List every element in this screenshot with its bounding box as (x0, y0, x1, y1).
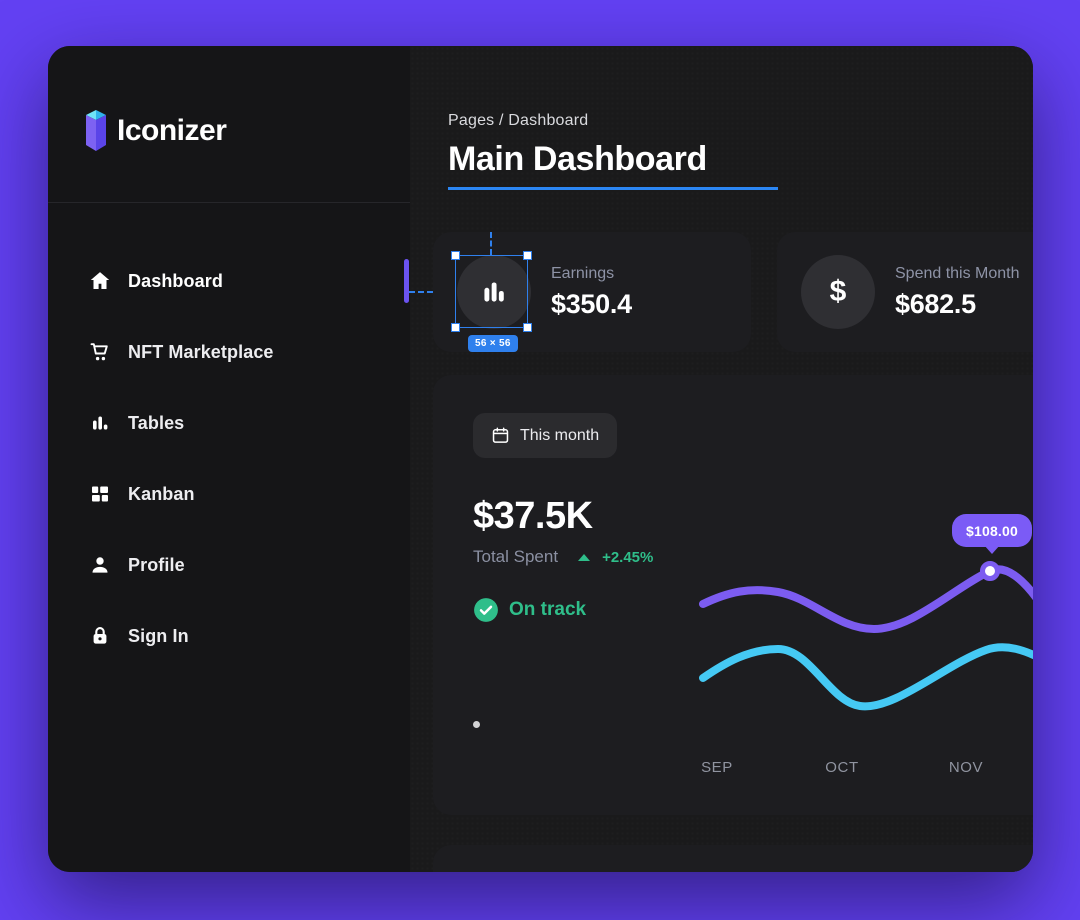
logo-text: Iconizer (117, 114, 227, 147)
dollar-icon: $ (829, 275, 847, 308)
page-title: Main Dashboard (448, 140, 707, 178)
home-icon (88, 269, 112, 293)
sidebar-divider (48, 202, 410, 203)
sidebar-item-profile[interactable]: Profile (48, 541, 410, 589)
line-chart (699, 561, 1033, 711)
status-badge: On track (509, 599, 587, 620)
selection-handle[interactable] (523, 251, 532, 260)
selection-handle[interactable] (451, 323, 460, 332)
sidebar-item-dashboard[interactable]: Dashboard (48, 257, 410, 305)
earnings-icon-circle (457, 255, 531, 329)
period-select-button[interactable]: This month (473, 413, 618, 458)
chart-line-purple (699, 565, 1033, 634)
stat-label: Spend this Month (895, 264, 1020, 282)
sidebar-item-label: NFT Marketplace (128, 341, 274, 362)
sidebar-item-label: Tables (128, 412, 185, 433)
app-window: Iconizer Dashboard NFT Marketplace Tab (48, 46, 1033, 872)
x-axis-tick: SEP (701, 759, 733, 776)
earnings-card: Earnings $350.4 56 × 56 (409, 232, 751, 352)
selection-size-badge: 56 × 56 (468, 335, 518, 352)
x-axis-tick: OCT (825, 759, 859, 776)
cart-icon (88, 340, 112, 364)
stat-label: Earnings (551, 264, 615, 282)
sidebar-item-kanban[interactable]: Kanban (48, 470, 410, 518)
stat-value: $682.5 (895, 288, 976, 319)
sidebar: Iconizer Dashboard NFT Marketplace Tab (48, 46, 410, 872)
sidebar-item-label: Sign In (128, 625, 189, 646)
active-item-indicator (404, 259, 409, 303)
main-content: Pages / Dashboard Main Dashboard Earning… (409, 46, 1033, 872)
chart-line-cyan (699, 643, 1033, 711)
chart-tooltip: $108.00 (952, 514, 1032, 547)
lock-icon (88, 624, 112, 648)
calendar-icon (492, 427, 509, 443)
period-button-label: This month (520, 426, 600, 444)
sidebar-menu: Dashboard NFT Marketplace Tables Kanban (48, 257, 410, 683)
sidebar-item-label: Dashboard (128, 270, 223, 291)
partial-card (433, 845, 1033, 872)
total-spent-label: Total Spent (473, 547, 559, 566)
bar-chart-icon (484, 282, 504, 302)
status-row: On track (473, 597, 586, 623)
selection-guide-vertical (490, 232, 492, 255)
breadcrumb[interactable]: Pages / Dashboard (448, 112, 589, 129)
selection-handle[interactable] (451, 251, 460, 260)
stat-value: $350.4 (551, 288, 632, 319)
small-dot (473, 721, 480, 728)
dollar-icon-circle: $ (801, 255, 875, 329)
selection-guide-horizontal (409, 291, 433, 293)
selection-handle[interactable] (523, 323, 532, 332)
bar-chart-icon (88, 411, 112, 435)
delta-percentage: +2.45% (602, 548, 654, 566)
trend-up-icon (578, 553, 591, 561)
sidebar-item-nft-marketplace[interactable]: NFT Marketplace (48, 328, 410, 376)
total-spent-value: $37.5K (473, 495, 593, 537)
logo: Iconizer (86, 110, 227, 152)
person-icon (88, 553, 112, 577)
logo-cube-icon (86, 110, 106, 151)
sidebar-item-label: Kanban (128, 483, 195, 504)
total-spent-chart-card: This month $37.5K Total Spent +2.45% On … (433, 375, 1033, 815)
x-axis-tick: NOV (948, 759, 984, 776)
sidebar-item-tables[interactable]: Tables (48, 399, 410, 447)
check-circle-icon (474, 598, 498, 622)
chart-point-marker[interactable] (980, 561, 1000, 581)
kanban-grid-icon (88, 482, 112, 506)
sidebar-item-sign-in[interactable]: Sign In (48, 612, 410, 660)
selection-box[interactable] (451, 251, 532, 332)
spend-card: $ Spend this Month $682.5 (777, 232, 1033, 352)
title-underline (448, 187, 778, 190)
chart-tooltip-tail (984, 545, 1000, 554)
sidebar-item-label: Profile (128, 554, 185, 575)
